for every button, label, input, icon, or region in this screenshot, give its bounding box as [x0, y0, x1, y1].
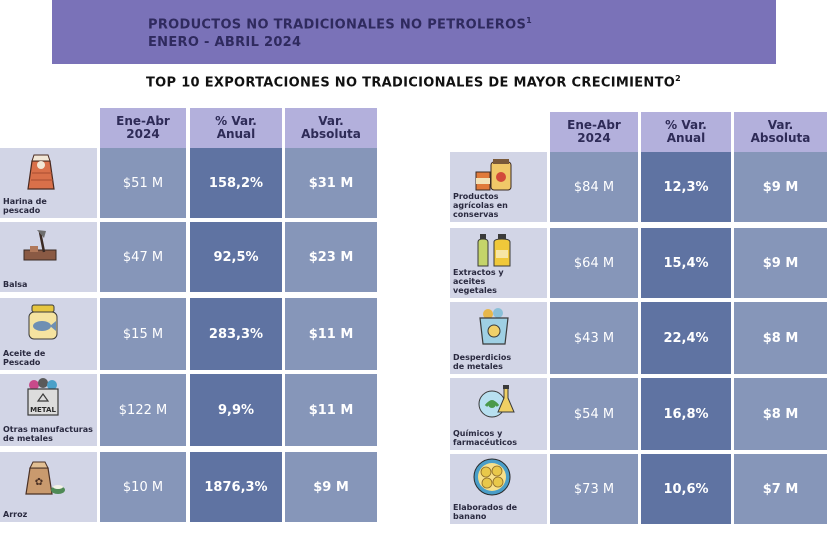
var-pct-cell: 12,3%: [641, 152, 731, 222]
var-pct-cell: 15,4%: [641, 228, 731, 298]
banana-chips-icon: [473, 458, 511, 496]
row-label: Químicos y farmacéuticos: [453, 429, 517, 447]
value-cell: $84 M: [550, 152, 638, 222]
metal-scrap-bin-icon: [479, 308, 509, 345]
value-cell: $54 M: [550, 378, 638, 450]
row-label-cell: ✿ Arroz: [0, 452, 97, 522]
value-cell: $10 M: [100, 452, 186, 522]
row-label: Elaborados de banano: [453, 503, 518, 521]
var-pct-cell: 158,2%: [190, 148, 282, 218]
value-cell: $64 M: [550, 228, 638, 298]
row-label: Arroz: [3, 510, 28, 519]
var-pct-cell: 16,8%: [641, 378, 731, 450]
report-title: PRODUCTOS NO TRADICIONALES NO PETROLEROS…: [148, 16, 532, 33]
header-ene-abr: Ene-Abr 2024: [550, 112, 638, 152]
header-var-absoluta: Var. Absoluta: [285, 108, 377, 148]
var-pct-cell: 92,5%: [190, 222, 282, 292]
var-abs-cell: $8 M: [734, 378, 827, 450]
var-abs-cell: $7 M: [734, 454, 827, 524]
var-abs-cell: $23 M: [285, 222, 377, 292]
var-abs-cell: $8 M: [734, 302, 827, 374]
wood-axe-icon: [23, 230, 57, 261]
fishmeal-sack-icon: [27, 154, 55, 190]
header-var-anual: % Var. Anual: [641, 112, 731, 152]
value-cell: $51 M: [100, 148, 186, 218]
var-pct-cell: 1876,3%: [190, 452, 282, 522]
header-var-absoluta: Var. Absoluta: [734, 112, 827, 152]
row-label-cell: Desperdicios de metales: [450, 302, 547, 374]
row-label: Extractos y aceites vegetales: [453, 268, 504, 295]
var-abs-cell: $31 M: [285, 148, 377, 218]
value-cell: $122 M: [100, 374, 186, 446]
row-label: Balsa: [3, 280, 28, 289]
chemicals-flask-icon: [478, 385, 515, 418]
row-label: Otras manufacturas de metales: [3, 425, 93, 443]
var-pct-cell: 9,9%: [190, 374, 282, 446]
value-cell: $43 M: [550, 302, 638, 374]
value-cell: $47 M: [100, 222, 186, 292]
row-label: Productos agrícolas en conservas: [453, 192, 508, 219]
header-ene-abr: Ene-Abr 2024: [100, 108, 186, 148]
value-cell: $73 M: [550, 454, 638, 524]
fish-oil-jar-icon: [28, 304, 58, 340]
oil-bottles-icon: [477, 234, 511, 267]
row-label-cell: Productos agrícolas en conservas: [450, 152, 547, 222]
row-label: Harina de pescado: [3, 197, 47, 215]
header-var-anual: % Var. Anual: [190, 108, 282, 148]
row-label: Desperdicios de metales: [453, 353, 512, 371]
rice-sack-icon: ✿: [25, 461, 65, 495]
var-abs-cell: $9 M: [734, 152, 827, 222]
title-banner: PRODUCTOS NO TRADICIONALES NO PETROLEROS…: [52, 0, 776, 64]
var-abs-cell: $11 M: [285, 374, 377, 446]
canned-goods-icon: [475, 159, 512, 191]
svg-text:METAL: METAL: [30, 406, 56, 414]
var-abs-cell: $11 M: [285, 298, 377, 370]
value-cell: $15 M: [100, 298, 186, 370]
var-abs-cell: $9 M: [734, 228, 827, 298]
metal-recycling-bin-icon: METAL: [27, 378, 59, 416]
row-label-cell: Elaborados de banano: [450, 454, 547, 524]
row-label-cell: Balsa: [0, 222, 97, 292]
row-label-cell: METAL Otras manufacturas de metales: [0, 374, 97, 446]
row-label: Aceite de Pescado: [3, 349, 46, 367]
row-label-cell: Extractos y aceites vegetales: [450, 228, 547, 298]
var-abs-cell: $9 M: [285, 452, 377, 522]
row-label-cell: Aceite de Pescado: [0, 298, 97, 370]
var-pct-cell: 283,3%: [190, 298, 282, 370]
row-label-cell: Harina de pescado: [0, 148, 97, 218]
report-period: ENERO - ABRIL 2024: [148, 35, 302, 51]
var-pct-cell: 10,6%: [641, 454, 731, 524]
row-label-cell: Químicos y farmacéuticos: [450, 378, 547, 450]
section-subtitle: TOP 10 EXPORTACIONES NO TRADICIONALES DE…: [146, 74, 681, 91]
svg-text:✿: ✿: [35, 477, 43, 488]
var-pct-cell: 22,4%: [641, 302, 731, 374]
